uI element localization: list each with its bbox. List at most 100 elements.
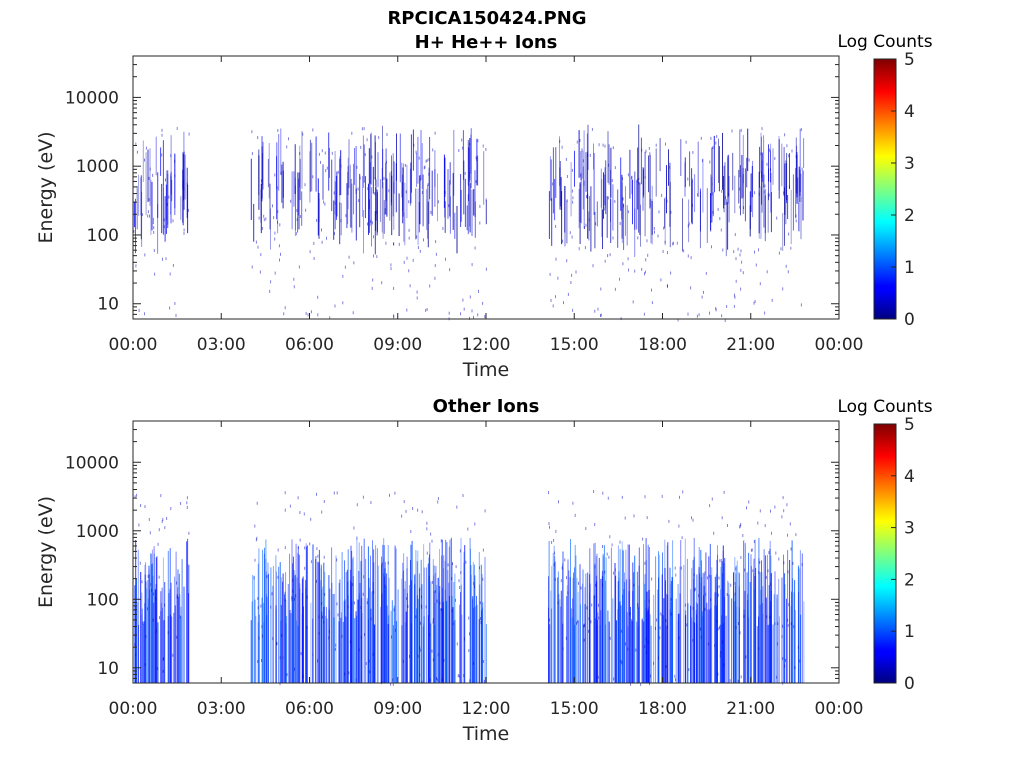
spectrogram-streak [351, 183, 353, 233]
spectrogram-streak [179, 594, 181, 683]
spectrogram-streak [358, 571, 360, 683]
spectrogram-dot [321, 510, 323, 514]
spectrogram-dot [783, 191, 785, 195]
y-tick-label: 10000 [65, 453, 119, 473]
spectrogram-streak [362, 135, 364, 188]
spectrogram-dot [284, 508, 286, 512]
spectrogram-dot [468, 616, 470, 620]
spectrogram-dot [477, 139, 479, 143]
spectrogram-dot [797, 645, 799, 649]
spectrogram-dot [277, 548, 279, 552]
spectrogram-streak [684, 162, 686, 197]
spectrogram-streak [644, 151, 646, 179]
spectrogram-dot [659, 636, 661, 640]
spectrogram-dot [437, 653, 439, 657]
spectrogram-streak [668, 149, 669, 186]
spectrogram-streak [800, 196, 802, 240]
spectrogram-streak [377, 192, 378, 233]
spectrogram-streak [594, 211, 596, 249]
spectrogram-dot [758, 647, 760, 651]
spectrogram-dot [588, 629, 590, 633]
spectrogram-streak [381, 564, 383, 683]
spectrogram-streak [134, 585, 136, 683]
spectrogram-streak [167, 616, 169, 683]
spectrogram-streak [637, 607, 639, 683]
spectrogram-dot [743, 206, 744, 210]
spectrogram-streak [562, 623, 564, 683]
spectrogram-streak [621, 196, 623, 239]
spectrogram-dot [705, 271, 707, 275]
colorbar-tick-label: 4 [904, 467, 915, 487]
spectrogram-streak [644, 599, 646, 683]
spectrogram-streak [401, 162, 403, 198]
x-tick-label: 21:00 [726, 699, 775, 719]
spectrogram-dot [172, 653, 174, 657]
spectrogram-dot [628, 268, 629, 272]
spectrogram-dot [729, 679, 731, 683]
spectrogram-dot [418, 156, 420, 160]
spectrogram-streak [275, 605, 277, 683]
spectrogram-streak [250, 158, 252, 220]
spectrogram-dot [439, 601, 441, 605]
spectrogram-dot [351, 131, 353, 135]
spectrogram-dot [398, 242, 400, 246]
spectrogram-dot [441, 678, 443, 682]
spectrogram-dot [419, 673, 421, 677]
spectrogram-dot [669, 165, 671, 169]
spectrogram-dot [360, 635, 362, 639]
spectrogram-dot [148, 198, 150, 202]
spectrogram-streak [722, 545, 724, 683]
spectrogram-dot [333, 491, 335, 495]
spectrogram-dot [463, 637, 465, 641]
spectrogram-dot [553, 563, 555, 567]
y-tick-label: 100 [87, 590, 119, 610]
spectrogram-streak [296, 620, 297, 683]
spectrogram-streak [331, 159, 333, 212]
spectrogram-dot [261, 659, 262, 662]
spectrogram-streak [747, 610, 749, 683]
spectrogram-streak [355, 146, 357, 194]
spectrogram-dot [304, 183, 306, 187]
spectrogram-streak [339, 156, 341, 204]
spectrogram-dot [385, 160, 387, 164]
spectrogram-dot [667, 251, 668, 255]
spectrogram-dot [341, 634, 343, 638]
spectrogram-streak [323, 606, 325, 683]
spectrogram-streak [171, 616, 173, 683]
spectrogram-dot [759, 509, 761, 513]
spectrogram-streak [170, 176, 172, 224]
spectrogram-streak [373, 549, 375, 683]
spectrogram-dot [161, 520, 163, 524]
spectrogram-streak [803, 138, 805, 168]
spectrogram-dot [777, 622, 779, 626]
spectrogram-dot [600, 287, 602, 291]
spectrogram-dot [373, 235, 374, 239]
spectrogram-streak [305, 580, 307, 683]
spectrogram-dot [176, 127, 178, 130]
spectrogram-dot [712, 146, 714, 149]
spectrogram-dot [164, 603, 166, 607]
spectrogram-dot [272, 204, 273, 208]
y-tick-label: 10000 [65, 88, 119, 108]
spectrogram-dot [637, 236, 639, 240]
spectrogram-streak [783, 554, 784, 683]
spectrogram-streak [340, 617, 342, 683]
spectrogram-streak [347, 549, 349, 683]
spectrogram-dot [437, 500, 439, 504]
spectrogram-dot [637, 603, 639, 606]
spectrogram-dot [750, 548, 752, 552]
spectrogram-dot [420, 604, 422, 608]
spectrogram-streak [359, 173, 361, 228]
spectrogram-streak [369, 148, 371, 184]
spectrogram-dot [734, 293, 735, 297]
spectrogram-streak [469, 183, 471, 233]
spectrogram-streak [741, 155, 743, 199]
spectrogram-streak [624, 572, 625, 683]
spectrogram-streak [761, 160, 763, 213]
spectrogram-streak [634, 208, 636, 257]
spectrogram-dot [306, 595, 308, 599]
spectrogram-dot [257, 597, 259, 600]
spectrogram-dot [135, 653, 137, 657]
spectrogram-dot [434, 131, 436, 135]
y-axis-label: Energy (eV) [35, 131, 57, 243]
